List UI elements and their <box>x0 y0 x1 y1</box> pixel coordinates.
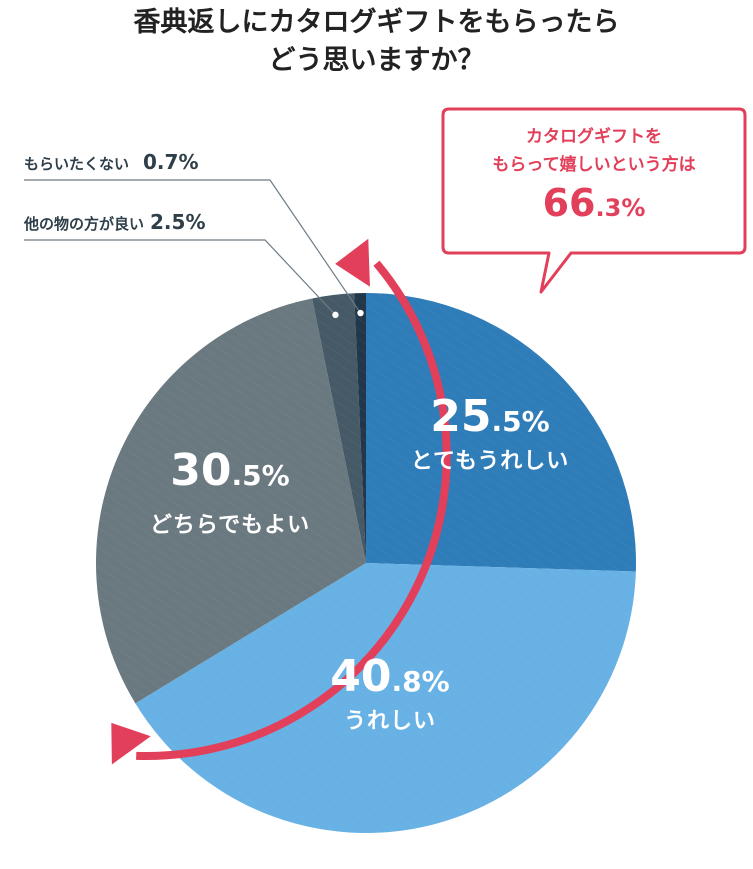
slice-value-either: 30.5% <box>170 445 290 496</box>
slice-name-happy: うれしい <box>343 709 436 734</box>
callout-frame <box>441 107 747 294</box>
pie-slice-texture-not-want <box>354 293 366 563</box>
slice-label-either: 30.5% どちらでもよい <box>115 446 345 541</box>
chart-title: 香典返しにカタログギフトをもらったら どう思いますか？ <box>0 4 753 80</box>
arc-arrowhead-top <box>335 238 370 287</box>
label-other-name: 他の物の方が良い <box>24 215 145 233</box>
title-line-2: どう思いますか？ <box>268 45 485 76</box>
title-line-1: 香典返しにカタログギフトをもらったら <box>133 7 620 38</box>
label-other: 他の物の方が良い 2.5% <box>24 210 205 234</box>
label-other-value: 2.5% <box>150 210 206 234</box>
slice-label-happy: 40.8% うれしい <box>290 652 490 737</box>
leader-line-not-want <box>24 179 361 314</box>
slice-value-happy: 40.8% <box>330 651 450 702</box>
label-not-want: もらいたくない 0.7% <box>24 150 198 174</box>
callout-value: 66.3% <box>542 181 646 225</box>
arc-arrowhead-bottom <box>111 722 151 765</box>
callout-line-2: もらって嬉しいという方は <box>492 155 696 175</box>
slice-label-very-happy: 25.5% とてもうれしい <box>390 392 590 477</box>
happy-arc-arrow <box>111 238 451 765</box>
label-not-want-value: 0.7% <box>143 150 199 174</box>
happy-arc <box>136 260 451 760</box>
slice-name-either: どちらでもよい <box>149 513 311 538</box>
slice-name-very-happy: とてもうれしい <box>410 449 570 474</box>
leader-dot-other <box>332 311 339 319</box>
callout-bubble: カタログギフトを もらって嬉しいという方は 66.3% <box>441 107 747 294</box>
label-not-want-name: もらいたくない <box>24 155 130 173</box>
leader-line-other <box>24 239 336 316</box>
pie-slice-texture-either <box>95 298 367 704</box>
pie-slices <box>95 293 636 833</box>
slice-value-very-happy: 25.5% <box>430 391 550 442</box>
leader-lines <box>24 179 364 319</box>
pie-slice-texture-other <box>312 293 366 563</box>
callout-line-1: カタログギフトを <box>526 127 662 147</box>
leader-dot-not-want <box>357 309 364 317</box>
pie-slice-texture-happy <box>135 563 636 833</box>
